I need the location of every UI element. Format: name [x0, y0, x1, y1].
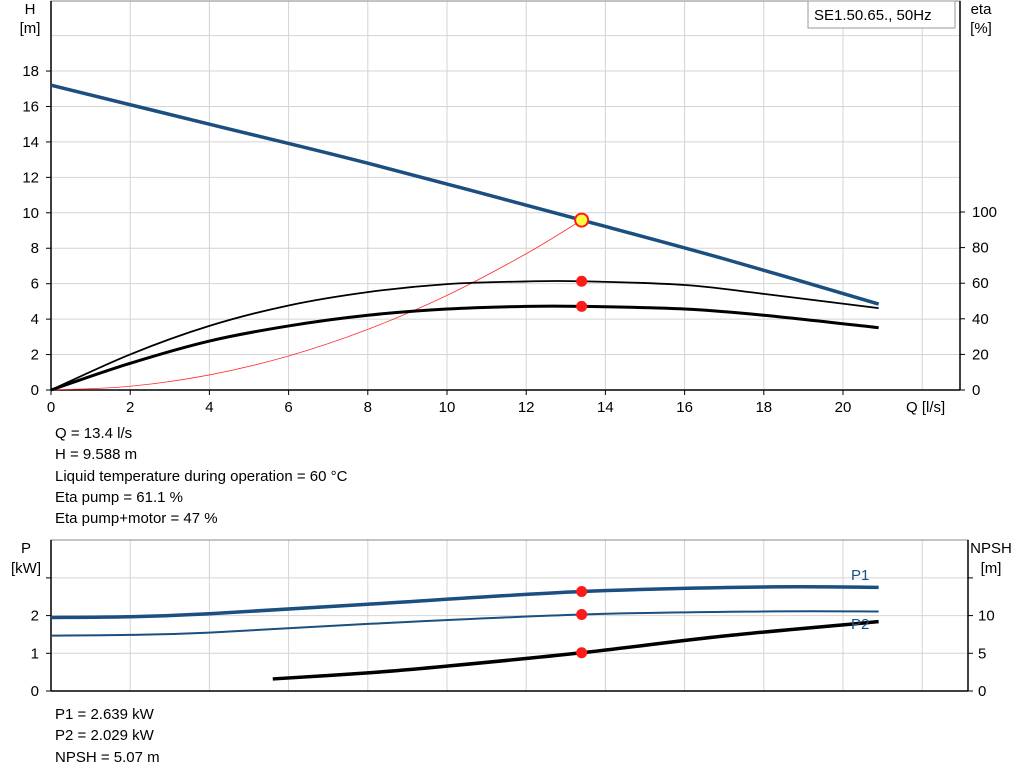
info-eta-pump: Eta pump = 61.1 %: [55, 488, 183, 506]
p-axis-label: P: [21, 540, 31, 557]
h-axis-label: H: [25, 1, 36, 18]
h-axis-unit: [m]: [20, 20, 41, 37]
x-tick-label: 14: [597, 399, 614, 416]
npsh-tick-label: 10: [978, 608, 995, 625]
eta-axis-unit: [%]: [970, 20, 992, 37]
p-axis-unit: [kW]: [11, 560, 41, 577]
eta_pump-curve: [50, 280, 879, 391]
p2-marker: [576, 609, 588, 621]
p1-curve: [50, 584, 879, 620]
head-curve: [50, 83, 880, 306]
h-tick-label: 14: [22, 134, 39, 151]
h-tick-label: 12: [22, 169, 39, 186]
npsh-marker: [576, 647, 588, 659]
eta-tick-label: 80: [972, 240, 989, 257]
x-tick-label: 18: [755, 399, 772, 416]
power-info: P1 = 2.639 kW P2 = 2.029 kW NPSH = 5.07 …: [55, 704, 160, 768]
npsh-axis-unit: [m]: [981, 560, 1002, 577]
duty-point-marker: [574, 212, 590, 228]
plot-frame: [50, 0, 961, 391]
eta-tick-label: 60: [972, 275, 989, 292]
info-npsh: NPSH = 5.07 m: [55, 748, 160, 766]
x-tick-label: 4: [205, 399, 213, 416]
legend-box: [807, 0, 956, 29]
top-grid: 0 2 4 6 8 10 12 14 16 18 20 0 2 4 6 8 10 12 14 16 18 0 20 40 60 8…: [22, 0, 997, 416]
h-tick-label: 8: [31, 240, 39, 257]
x-tick-label: 0: [47, 399, 55, 416]
info-eta-total: Eta pump+motor = 47 %: [55, 510, 218, 528]
info-q: Q = 13.4 l/s: [55, 425, 133, 442]
eta-axis-label: eta: [971, 1, 993, 18]
p-tick-label: 2: [31, 608, 39, 625]
legend-title: SE1.50.65., 50Hz: [814, 7, 932, 24]
p-tick-label: 0: [31, 683, 39, 700]
x-tick-label: 16: [676, 399, 693, 416]
curves: [50, 83, 880, 681]
npsh-curve: [272, 619, 879, 681]
h-tick-label: 2: [31, 347, 39, 364]
eta-pump-marker: [576, 275, 588, 287]
p1-marker: [576, 586, 588, 598]
eta-tick-label: 40: [972, 311, 989, 328]
p2-curve-label: P2: [851, 616, 869, 633]
x-tick-label: 20: [835, 399, 852, 416]
labels: H [m] eta [%] Q [l/s] SE1.50.65., 50Hz P…: [11, 0, 1012, 633]
h-tick-label: 4: [31, 311, 39, 328]
npsh-tick-label: 0: [978, 683, 986, 700]
info-h: H = 9.588 m: [55, 446, 138, 464]
system-curve: [50, 219, 582, 391]
p1-curve-label: P1: [851, 567, 869, 584]
h-tick-label: 10: [22, 205, 39, 222]
x-tick-label: 8: [364, 399, 372, 416]
h-tick-label: 16: [22, 98, 39, 115]
eta-tick-label: 20: [972, 346, 989, 363]
info-p1: P1 = 2.639 kW: [55, 706, 154, 723]
h-tick-label: 18: [22, 63, 39, 80]
eta-tick-label: 0: [972, 382, 980, 399]
x-tick-label: 2: [126, 399, 134, 416]
npsh-tick-label: 5: [978, 645, 986, 662]
x-tick-label: 10: [439, 399, 456, 416]
x-tick-label: 12: [518, 399, 535, 416]
q-axis-label: Q [l/s]: [906, 399, 945, 416]
eta-tick-label: 100: [972, 204, 997, 221]
p-tick-label: 1: [31, 645, 39, 662]
info-p2: P2 = 2.029 kW: [55, 727, 154, 745]
p2-curve: [50, 610, 879, 637]
x-tick-label: 6: [284, 399, 292, 416]
eta-total-marker: [576, 300, 588, 312]
eta_total-curve: [50, 304, 879, 392]
h-tick-label: 0: [31, 382, 39, 399]
h-tick-label: 6: [31, 276, 39, 293]
npsh-axis-label: NPSH: [970, 540, 1012, 557]
info-temperature: Liquid temperature during operation = 60…: [55, 467, 348, 485]
duty-point-info: Q = 13.4 l/s H = 9.588 m Liquid temperat…: [55, 423, 347, 529]
